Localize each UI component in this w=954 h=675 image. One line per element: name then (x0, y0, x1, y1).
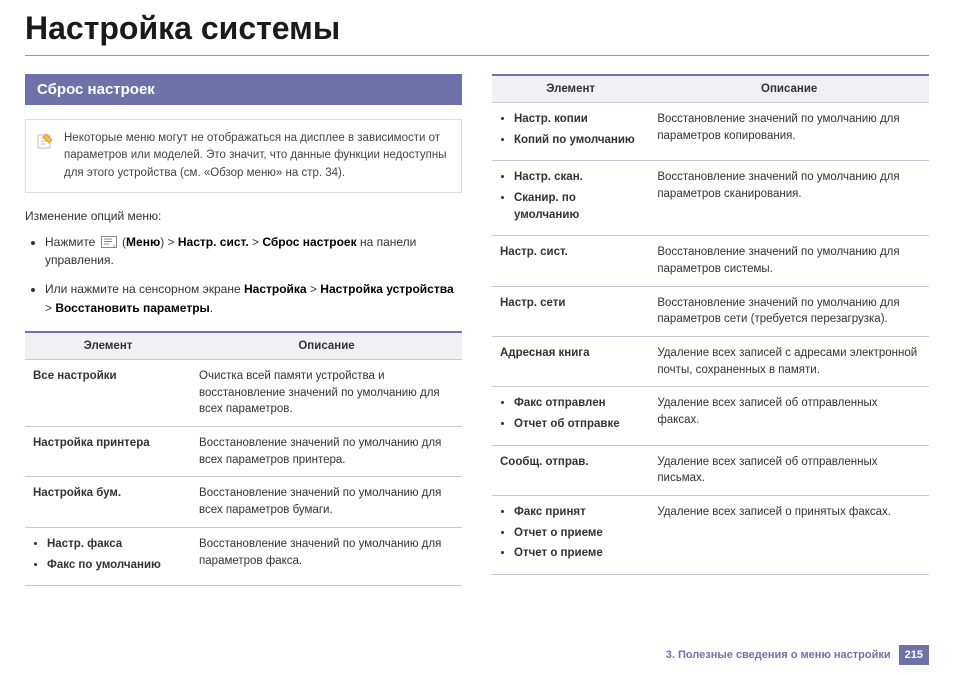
cell-description: Удаление всех записей о принятых факсах. (649, 496, 929, 575)
step-2: Или нажмите на сенсорном экране Настройк… (45, 280, 462, 317)
th-description: Описание (649, 75, 929, 103)
table-row: Факс принятОтчет о приемеОтчет о приемеУ… (492, 496, 929, 575)
cell-element: Адресная книга (492, 337, 649, 387)
intro-line: Изменение опций меню: (25, 209, 462, 223)
table-row: Сообщ. отправ.Удаление всех записей об о… (492, 445, 929, 495)
table-row: Все настройкиОчистка всей памяти устройс… (25, 360, 462, 427)
cell-element: Настр. скан.Сканир. по умолчанию (492, 161, 649, 236)
cell-description: Восстановление значений по умолчанию для… (649, 286, 929, 336)
page-title: Настройка системы (25, 0, 929, 56)
left-column: Сброс настроек Некоторые меню могут не о… (25, 74, 462, 586)
cell-element: Настройка принтера (25, 427, 191, 477)
cell-description: Восстановление значений по умолчанию для… (649, 161, 929, 236)
cell-element: Все настройки (25, 360, 191, 427)
cell-description: Восстановление значений по умолчанию для… (191, 527, 462, 585)
table-row: Настр. сист.Восстановление значений по у… (492, 236, 929, 286)
cell-description: Восстановление значений по умолчанию для… (191, 427, 462, 477)
content-columns: Сброс настроек Некоторые меню могут не о… (25, 74, 929, 586)
cell-description: Удаление всех записей об отправленных фа… (649, 387, 929, 445)
table-row: Адресная книгаУдаление всех записей с ад… (492, 337, 929, 387)
cell-element: Настройка бум. (25, 477, 191, 527)
cell-element: Факс принятОтчет о приемеОтчет о приеме (492, 496, 649, 575)
step-1: Нажмите * (Меню) > Настр. сист. > Сброс … (45, 233, 462, 270)
cell-element: Факс отправленОтчет об отправке (492, 387, 649, 445)
table-row: Настр. факсаФакс по умолчаниюВосстановле… (25, 527, 462, 585)
cell-element: Сообщ. отправ. (492, 445, 649, 495)
cell-description: Восстановление значений по умолчанию для… (649, 236, 929, 286)
cell-description: Удаление всех записей с адресами электро… (649, 337, 929, 387)
page-number: 215 (899, 645, 929, 665)
table-row: Настройка принтераВосстановление значени… (25, 427, 462, 477)
steps-list: Нажмите * (Меню) > Настр. сист. > Сброс … (25, 233, 462, 317)
left-table: Элемент Описание Все настройкиОчистка вс… (25, 331, 462, 586)
note-text: Некоторые меню могут не отображаться на … (64, 130, 451, 182)
table-row: Настройка бум.Восстановление значений по… (25, 477, 462, 527)
th-description: Описание (191, 332, 462, 360)
th-element: Элемент (492, 75, 649, 103)
table-row: Настр. сетиВосстановление значений по ум… (492, 286, 929, 336)
cell-description: Очистка всей памяти устройства и восстан… (191, 360, 462, 427)
cell-element: Настр. сети (492, 286, 649, 336)
page-footer: 3. Полезные сведения о меню настройки 21… (666, 645, 929, 665)
menu-icon: * (101, 236, 117, 250)
cell-element: Настр. сист. (492, 236, 649, 286)
th-element: Элемент (25, 332, 191, 360)
right-column: Элемент Описание Настр. копииКопий по ум… (492, 74, 929, 586)
note-box: Некоторые меню могут не отображаться на … (25, 119, 462, 193)
cell-description: Удаление всех записей об отправленных пи… (649, 445, 929, 495)
footer-text: 3. Полезные сведения о меню настройки (666, 649, 891, 661)
table-row: Настр. скан.Сканир. по умолчаниюВосстано… (492, 161, 929, 236)
cell-element: Настр. копииКопий по умолчанию (492, 103, 649, 161)
section-header: Сброс настроек (25, 74, 462, 105)
table-row: Настр. копииКопий по умолчаниюВосстановл… (492, 103, 929, 161)
cell-description: Восстановление значений по умолчанию для… (191, 477, 462, 527)
table-row: Факс отправленОтчет об отправкеУдаление … (492, 387, 929, 445)
right-table: Элемент Описание Настр. копииКопий по ум… (492, 74, 929, 575)
cell-element: Настр. факсаФакс по умолчанию (25, 527, 191, 585)
cell-description: Восстановление значений по умолчанию для… (649, 103, 929, 161)
note-icon (36, 132, 54, 150)
